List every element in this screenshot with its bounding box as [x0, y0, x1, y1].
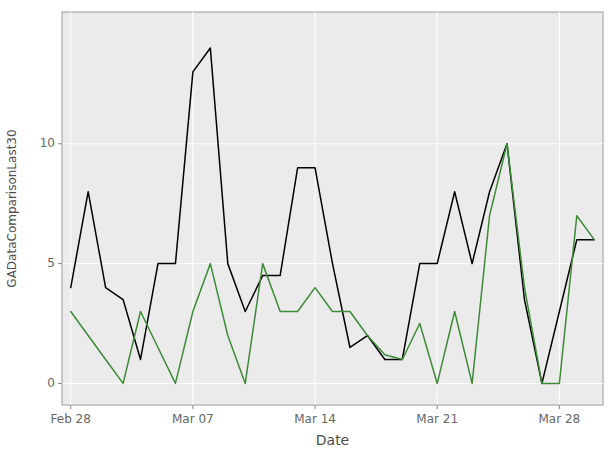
tick-label: Feb 28	[51, 412, 91, 426]
grid-line	[70, 12, 71, 405]
tick-mark	[58, 263, 62, 264]
tick-mark	[58, 383, 62, 384]
tick-mark	[58, 143, 62, 144]
tick-label: 10	[40, 136, 55, 150]
lines	[71, 48, 595, 383]
series-line	[71, 144, 595, 384]
tick-mark	[192, 405, 193, 409]
tick-label: 5	[47, 256, 55, 270]
axes: 0 5 10 Feb 28 Mar 07 Mar 14 Mar 21 Mar 28	[40, 136, 581, 426]
grid-line	[62, 383, 603, 384]
plot-frame	[62, 12, 603, 405]
grid-line	[437, 12, 438, 405]
tick-mark	[437, 405, 438, 409]
tick-mark	[315, 405, 316, 409]
tick-label: Mar 07	[172, 412, 214, 426]
x-axis-label: Date	[316, 432, 349, 448]
tick-label: Mar 14	[294, 412, 336, 426]
tick-label: Mar 21	[416, 412, 458, 426]
chart: 0 5 10 Feb 28 Mar 07 Mar 14 Mar 21 Mar 28 Date GA…	[0, 0, 615, 455]
grid-line	[559, 12, 560, 405]
tick-label: Mar 28	[539, 412, 581, 426]
grid-line	[315, 12, 316, 405]
series-line	[71, 48, 595, 383]
tick-mark	[559, 405, 560, 409]
y-axis-label: GADataComparisonLast30	[5, 129, 19, 287]
tick-label: 0	[47, 376, 55, 390]
tick-mark	[70, 405, 71, 409]
grid	[62, 12, 603, 405]
grid-line	[62, 143, 603, 144]
